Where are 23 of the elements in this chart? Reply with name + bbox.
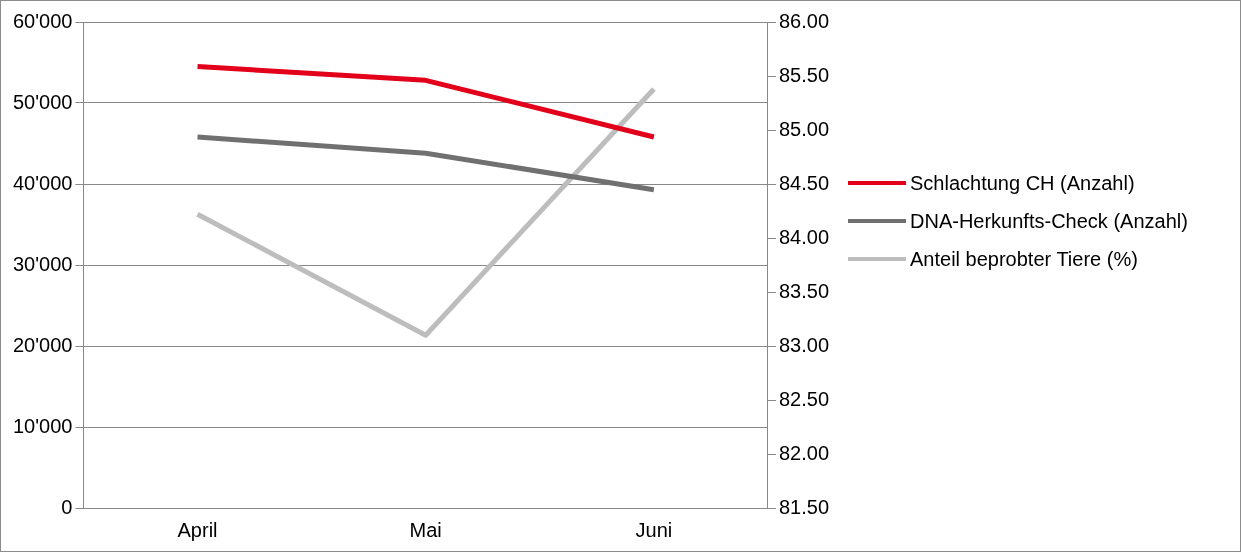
- legend-label: Anteil beprobter Tiere (%): [910, 247, 1139, 272]
- y2-tick-label: 85.00: [778, 117, 830, 140]
- x-tick-label: Juni: [635, 518, 673, 541]
- y-tick-label: 50'000: [13, 90, 73, 113]
- legend-label: Schlachtung CH (Anzahl): [910, 171, 1136, 196]
- y2-tick-label: 84.00: [778, 225, 830, 248]
- y-tick-label: 10'000: [13, 414, 73, 437]
- y-tick-label: 60'000: [13, 9, 73, 32]
- y2-tick-label: 83.00: [778, 333, 830, 356]
- y2-tick-label: 86.00: [778, 9, 830, 32]
- x-tick-label: Mai: [409, 518, 442, 541]
- y-tick-label: 40'000: [13, 171, 73, 194]
- y2-tick-label: 82.00: [778, 441, 830, 464]
- y2-tick-label: 84.50: [778, 171, 830, 194]
- y2-tick-label: 82.50: [778, 387, 830, 410]
- y-tick-label: 20'000: [13, 333, 73, 356]
- y2-tick-label: 83.50: [778, 279, 830, 302]
- y2-tick-label: 81.50: [778, 495, 830, 518]
- legend-label: DNA-Herkunfts-Check (Anzahl): [910, 209, 1189, 234]
- y-tick-label: 0: [61, 495, 73, 518]
- y-tick-label: 30'000: [13, 252, 73, 275]
- y2-tick-label: 85.50: [778, 63, 830, 86]
- x-tick-label: April: [177, 518, 218, 541]
